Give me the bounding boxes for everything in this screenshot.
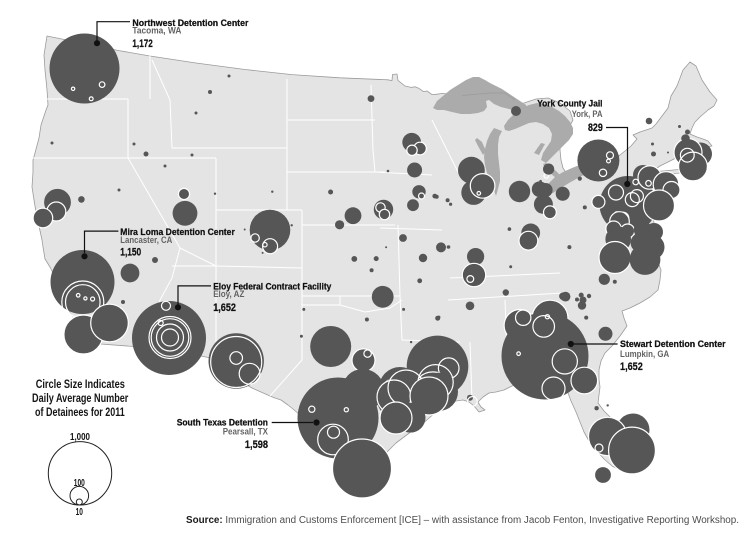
svg-text:1,652: 1,652 — [620, 361, 643, 373]
svg-text:1,652: 1,652 — [213, 302, 236, 314]
svg-text:Tacoma, WA: Tacoma, WA — [132, 25, 181, 35]
svg-text:of Detainees for 2011: of Detainees for 2011 — [35, 407, 125, 419]
svg-text:1,000: 1,000 — [70, 432, 90, 443]
svg-text:Pearsall, TX: Pearsall, TX — [223, 426, 269, 436]
svg-text:1,172: 1,172 — [132, 38, 152, 50]
svg-text:Source: Immigration and Custom: Source: Immigration and Customs Enforcem… — [186, 515, 739, 526]
svg-text:Circle Size Indicates: Circle Size Indicates — [36, 379, 125, 391]
svg-text:Eloy Federal Contract Facility: Eloy Federal Contract Facility — [213, 282, 332, 292]
svg-text:1,150: 1,150 — [120, 247, 141, 259]
svg-text:Daily Average Number: Daily Average Number — [32, 393, 129, 405]
svg-text:10: 10 — [76, 507, 84, 518]
svg-text:Lancaster, CA: Lancaster, CA — [120, 235, 172, 245]
svg-text:York, PA: York, PA — [572, 109, 603, 119]
svg-text:100: 100 — [74, 478, 85, 489]
svg-text:Eloy, AZ: Eloy, AZ — [213, 289, 244, 299]
svg-text:1,598: 1,598 — [245, 439, 268, 451]
svg-text:Lumpkin, GA: Lumpkin, GA — [620, 349, 669, 359]
svg-text:York County Jail: York County Jail — [537, 99, 602, 109]
svg-text:Stewart Detention Center: Stewart Detention Center — [620, 339, 726, 349]
svg-text:829: 829 — [588, 122, 603, 134]
svg-text:Mira Loma Detention Center: Mira Loma Detention Center — [120, 227, 235, 237]
svg-text:South Texas Detention: South Texas Detention — [177, 417, 269, 427]
svg-text:Northwest Detention Center: Northwest Detention Center — [132, 18, 248, 28]
